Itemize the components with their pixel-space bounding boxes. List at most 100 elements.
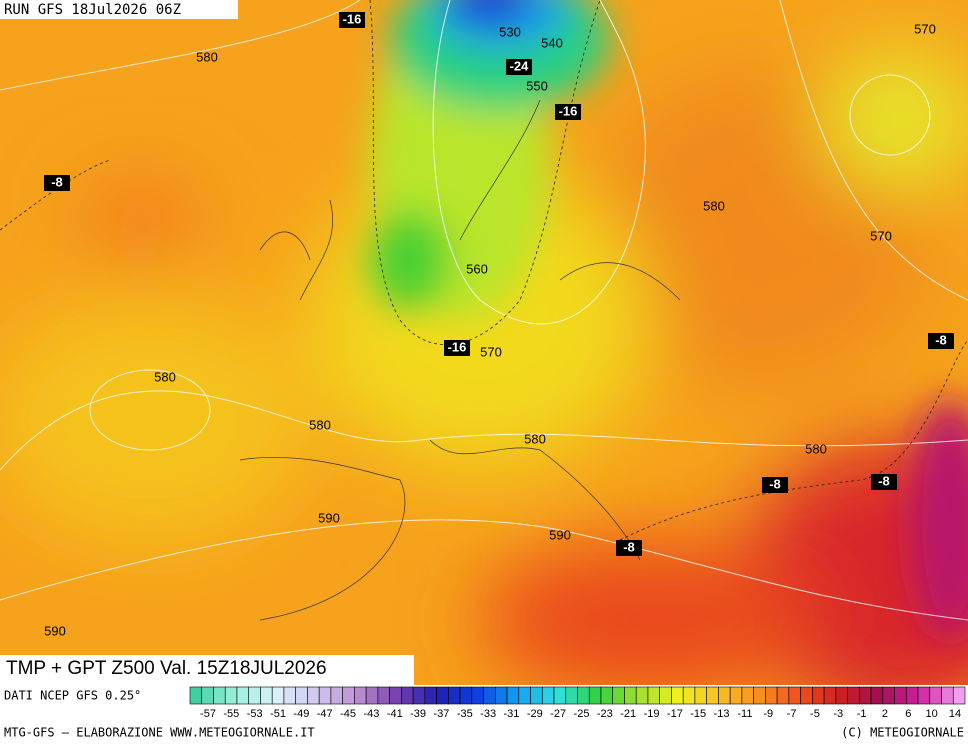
scale-swatch [577, 686, 590, 705]
scale-swatch [553, 686, 567, 705]
scale-label: 10 [926, 708, 938, 720]
height-label: 580 [703, 198, 725, 213]
scale-swatch [213, 686, 226, 705]
scale-swatch [412, 686, 426, 705]
height-label: 580 [154, 369, 176, 384]
source-label: DATI NCEP GFS 0.25° [4, 689, 141, 703]
scale-swatch [776, 686, 790, 705]
scale-swatch [518, 686, 531, 705]
height-label: 580 [309, 417, 331, 432]
temperature-box [44, 175, 70, 191]
temperature-label: -8 [878, 473, 890, 488]
height-label: 530 [499, 24, 521, 39]
scale-swatch [236, 686, 250, 705]
scale-swatch [271, 686, 285, 705]
scale-swatch [307, 686, 320, 705]
temperature-label: -16 [559, 103, 578, 118]
scale-label: -5 [810, 708, 820, 720]
height-label: 590 [318, 510, 340, 525]
scale-label: -29 [527, 708, 543, 720]
copyright-label: (C) METEOGIORNALE [841, 726, 964, 740]
scale-swatch [354, 686, 367, 705]
scale-swatch [365, 686, 379, 705]
scale-swatch [471, 686, 484, 705]
map-field [0, 0, 968, 685]
scale-swatch [248, 686, 261, 705]
scale-swatch [682, 686, 696, 705]
temperature-label: -16 [343, 11, 362, 26]
scale-label: -25 [574, 708, 590, 720]
scale-swatch [330, 686, 343, 705]
scale-swatch [671, 686, 684, 705]
height-label: 590 [44, 623, 66, 638]
scale-label: -17 [667, 708, 683, 720]
scale-swatch [952, 686, 966, 705]
scale-swatch [753, 686, 766, 705]
height-label: 580 [196, 49, 218, 64]
scale-swatch [718, 686, 731, 705]
coastlines [239, 99, 681, 621]
temperature-label: -16 [448, 339, 467, 354]
scale-swatch [835, 686, 848, 705]
title-box [0, 655, 414, 685]
scale-swatch [342, 686, 355, 705]
scale-swatch [530, 686, 543, 705]
scale-swatch [894, 686, 907, 705]
scale-label: -39 [410, 708, 426, 720]
scale-swatch [377, 686, 390, 705]
scale-swatch [800, 686, 813, 705]
scale-swatch [659, 686, 672, 705]
scale-swatch [847, 686, 860, 705]
scale-label: -55 [223, 708, 239, 720]
scale-swatch [588, 686, 602, 705]
scale-swatch [541, 686, 555, 705]
scale-label: -41 [387, 708, 403, 720]
temperature-box [555, 104, 581, 120]
scale-swatch [882, 686, 895, 705]
height-label: 590 [549, 527, 571, 542]
scale-label: -33 [480, 708, 496, 720]
temperature-box [871, 474, 897, 490]
scale-label: -15 [690, 708, 706, 720]
height-contours [0, 0, 968, 621]
scale-swatch [812, 686, 825, 705]
scale-swatch [401, 686, 414, 705]
scale-swatch [389, 686, 402, 705]
scale-swatch [495, 686, 508, 705]
scale-label: -49 [293, 708, 309, 720]
scale-swatch [905, 686, 919, 705]
temperature-box [616, 540, 642, 556]
scale-swatch [600, 686, 614, 705]
temperature-box [928, 333, 954, 349]
scale-label: -37 [433, 708, 449, 720]
height-label: 580 [524, 431, 546, 446]
temperature-label: -8 [769, 476, 781, 491]
scale-label: -21 [620, 708, 636, 720]
scale-swatch [612, 686, 625, 705]
scale-swatch [260, 686, 273, 705]
scale-swatch [823, 686, 837, 705]
height-label: 580 [805, 441, 827, 456]
temperature-label: -8 [935, 332, 947, 347]
scale-swatch [706, 686, 719, 705]
scale-label: 2 [882, 708, 888, 720]
scale-swatch [741, 686, 754, 705]
credit-label: MTG-GFS — ELABORAZIONE WWW.METEOGIORNALE… [4, 726, 315, 740]
scale-swatch [424, 686, 437, 705]
height-label: 570 [914, 21, 936, 36]
scale-label: -57 [200, 708, 216, 720]
scale-swatch [565, 686, 578, 705]
temperature-box [339, 12, 365, 28]
temperature-box [506, 59, 532, 75]
scale-label: -7 [787, 708, 797, 720]
scale-swatch [917, 686, 931, 705]
height-label: 570 [870, 228, 892, 243]
scale-label: 14 [949, 708, 961, 720]
scale-label: -45 [340, 708, 356, 720]
scale-swatch [189, 686, 203, 705]
scale-label: -9 [763, 708, 773, 720]
height-label: 550 [526, 78, 548, 93]
scale-label: -47 [317, 708, 333, 720]
scale-label: -11 [737, 708, 752, 720]
